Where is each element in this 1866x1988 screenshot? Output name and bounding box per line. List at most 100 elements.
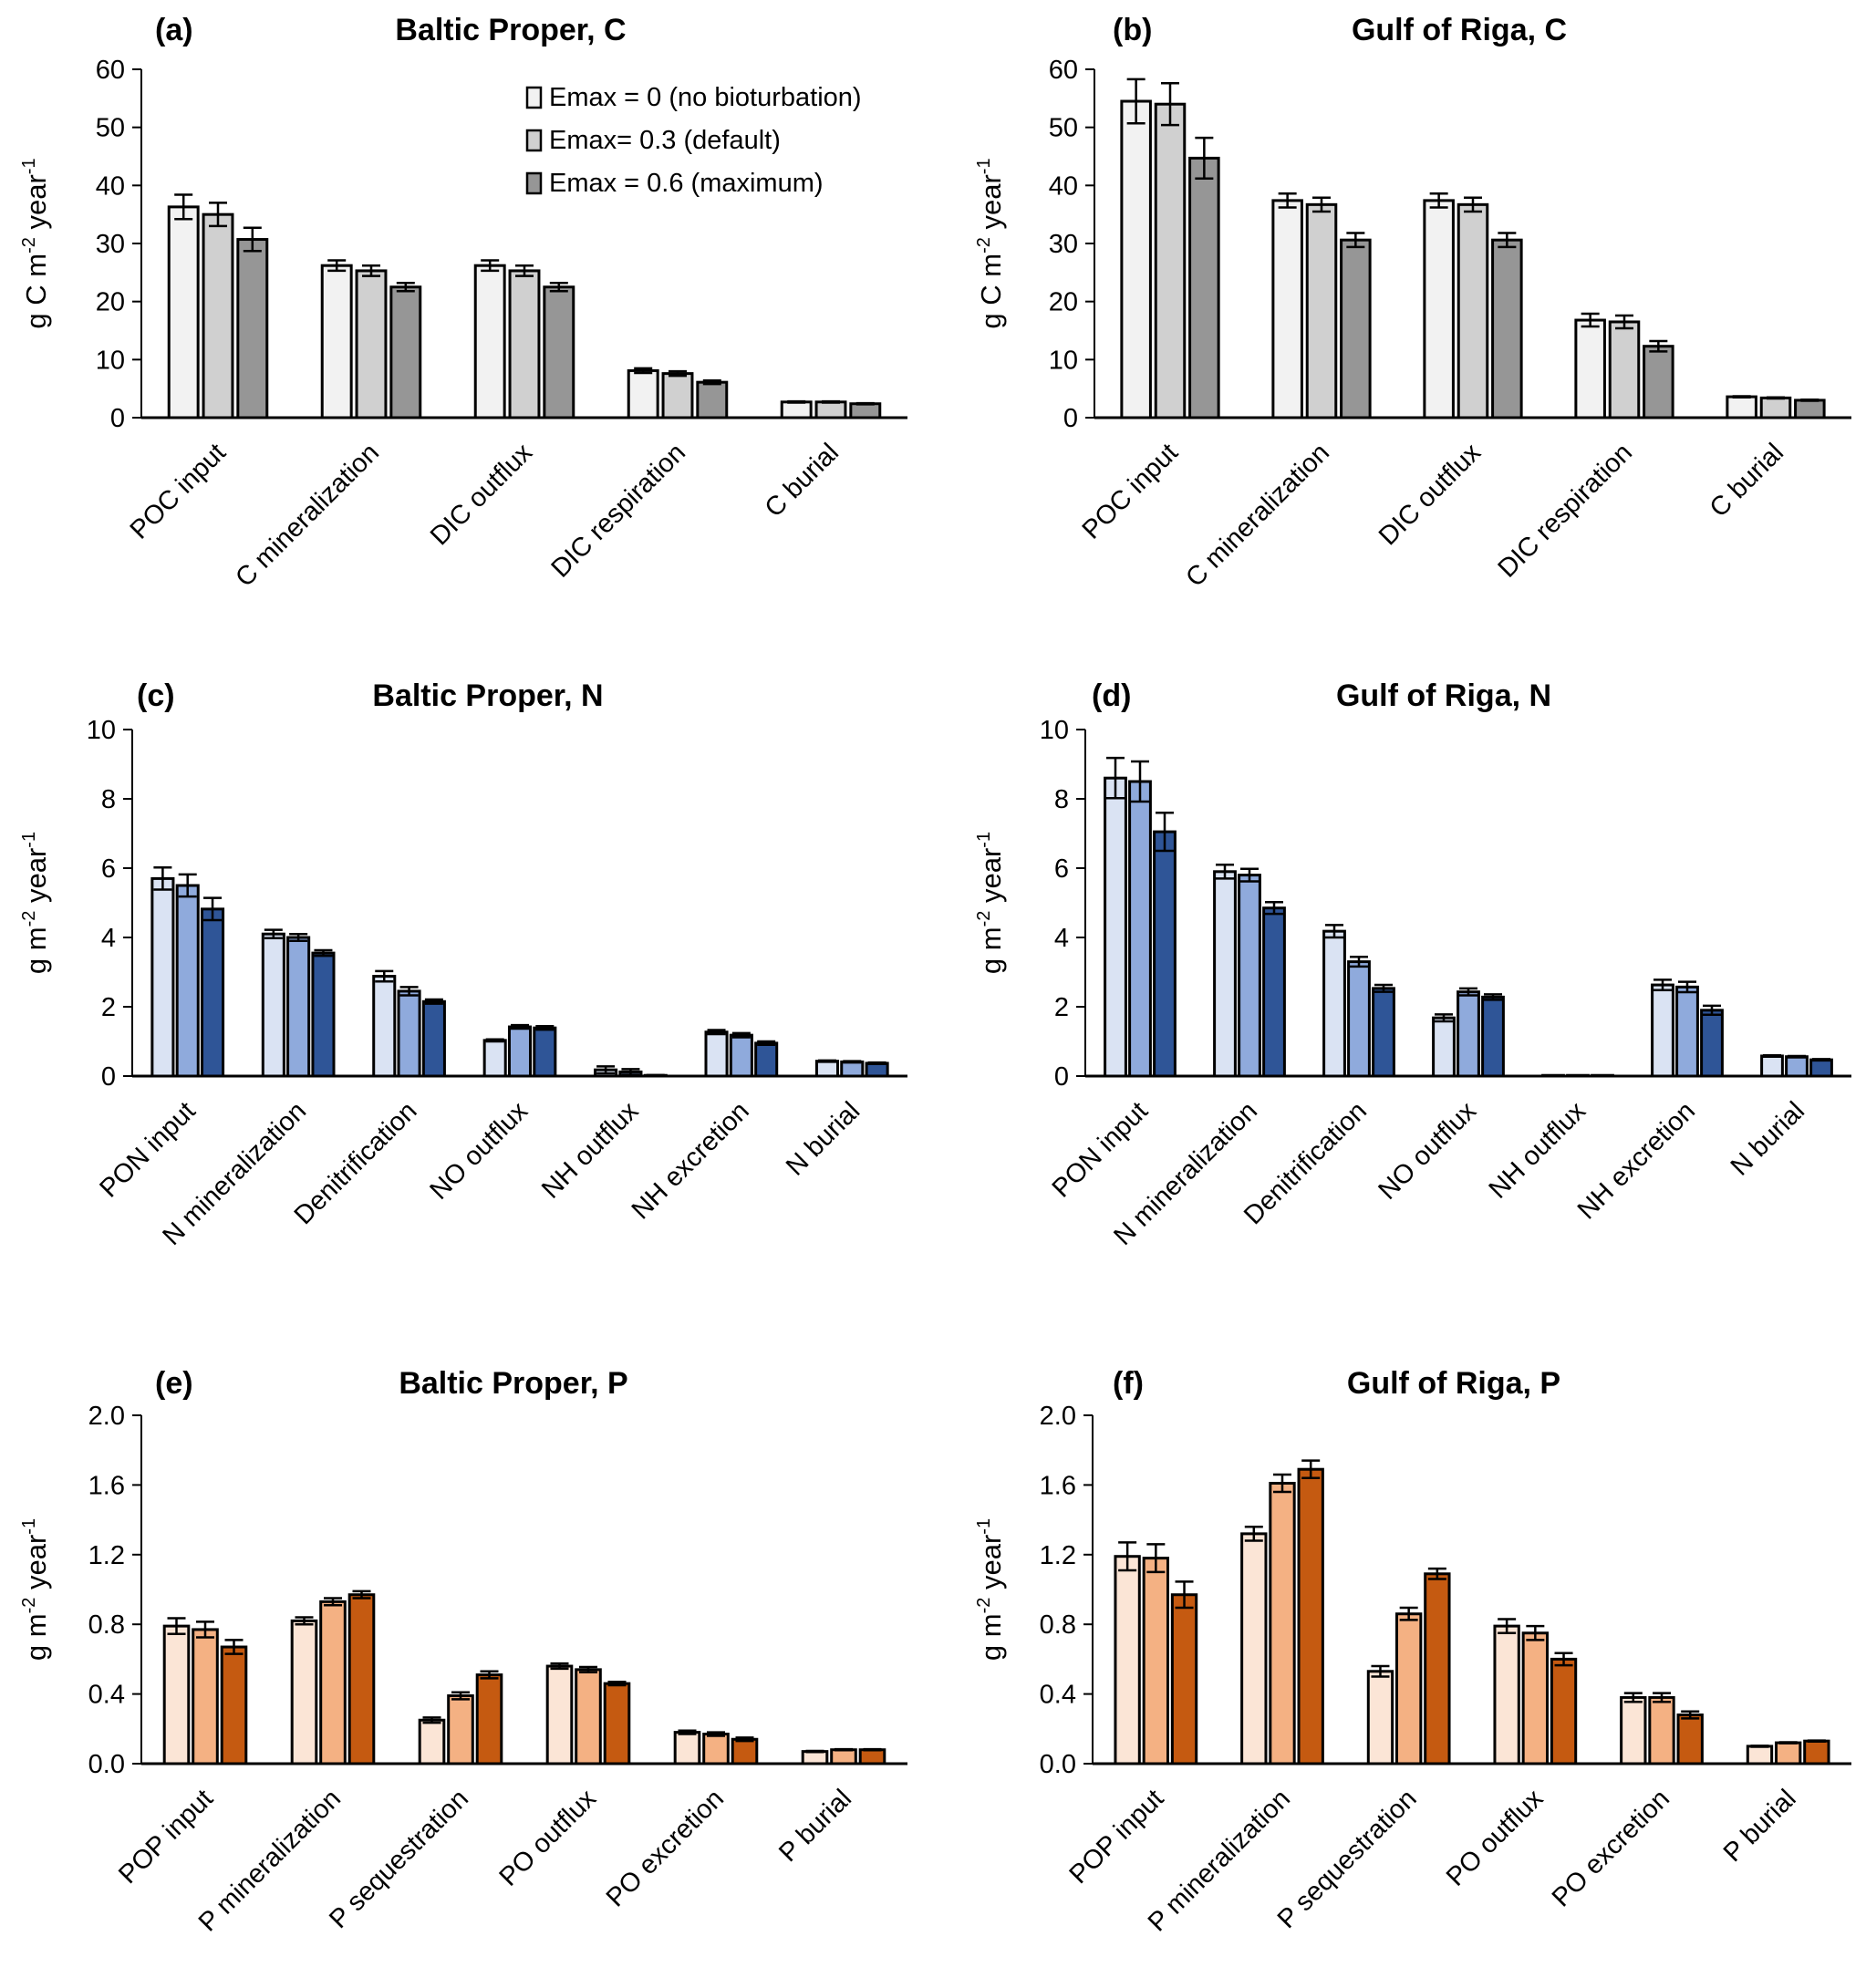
- bar: [1774, 1741, 1802, 1765]
- bar: [673, 1731, 701, 1765]
- bar: [201, 907, 225, 1078]
- panel-label: (c): [137, 678, 175, 713]
- legend-label: Emax= 0.3 (default): [549, 126, 781, 155]
- y-axis-title-mid: year: [20, 174, 52, 237]
- bar: [1759, 396, 1792, 419]
- bar: [1794, 399, 1826, 419]
- y-axis-title-sup: -2: [19, 1598, 39, 1614]
- x-category-label: NH outflux: [536, 1096, 645, 1205]
- y-axis-title-sup: -1: [19, 1518, 39, 1535]
- bar: [421, 999, 446, 1078]
- bar: [1114, 1555, 1141, 1765]
- bar: [814, 1060, 840, 1078]
- x-category-label: PO outflux: [1441, 1784, 1550, 1892]
- bar: [1620, 1695, 1647, 1765]
- bar: [1726, 395, 1757, 419]
- bar: [1305, 202, 1338, 419]
- y-tick-label: 0: [1063, 404, 1078, 433]
- y-tick-label: 10: [96, 346, 125, 375]
- bar: [1550, 1657, 1578, 1765]
- y-axis-title-mid: year: [975, 848, 1007, 911]
- bar: [830, 1748, 857, 1765]
- y-tick-label: 50: [96, 114, 125, 143]
- bar: [704, 1030, 729, 1078]
- y-axis-title-base: g C m: [975, 254, 1007, 329]
- x-category-label: N burial: [1726, 1096, 1810, 1181]
- bar: [175, 884, 200, 1078]
- bar: [397, 989, 421, 1078]
- bar: [1785, 1055, 1809, 1078]
- legend-label: Emax = 0 (no bioturbation): [549, 83, 862, 112]
- y-axis-title: g C m-2 year-1: [974, 158, 1007, 328]
- legend-label: Emax = 0.6 (maximum): [549, 169, 824, 198]
- panel-title: Baltic Proper, P: [399, 1366, 627, 1401]
- x-category-label: P sequestration: [324, 1784, 474, 1934]
- y-tick-label: 10: [1040, 716, 1069, 745]
- y-axis-title-base: g m: [20, 927, 52, 974]
- y-tick-label: 0.8: [1040, 1610, 1076, 1640]
- x-category-label: DIC respiration: [1493, 438, 1638, 583]
- bar: [1128, 780, 1152, 1078]
- panel-label: (b): [1113, 13, 1152, 47]
- x-category-label: PO excretion: [601, 1784, 730, 1912]
- bar: [320, 264, 353, 419]
- bar: [290, 1619, 318, 1765]
- bar: [372, 975, 397, 1078]
- bar: [1142, 1557, 1170, 1765]
- chart-panel-e: (e) Baltic Proper, P 0.0 0.4 0.8 1.2 1.6 2.0 g m…: [19, 1366, 907, 1937]
- bar: [1394, 1612, 1423, 1765]
- bar: [627, 368, 659, 419]
- x-category-label: P burial: [1718, 1784, 1802, 1868]
- bar: [167, 205, 200, 419]
- panel-title: Baltic Proper, N: [372, 678, 603, 713]
- bar: [1608, 320, 1641, 419]
- y-tick-label: 4: [1054, 924, 1069, 953]
- y-tick-label: 0: [1054, 1062, 1069, 1092]
- y-axis-title: g m-2 year-1: [974, 832, 1007, 974]
- bar: [1372, 987, 1395, 1078]
- bar: [1297, 1467, 1324, 1765]
- bar: [1457, 202, 1489, 419]
- bar: [311, 951, 336, 1078]
- y-axis-title: g m-2 year-1: [19, 832, 52, 974]
- y-axis-title-base: g C m: [20, 254, 52, 329]
- bar: [1746, 1745, 1774, 1765]
- chart-panel-b: (b) Gulf of Riga, C 0 10 20 30 40 50 60 g C m-2 y…: [974, 13, 1851, 593]
- y-tick-label: 0.8: [88, 1610, 125, 1640]
- y-tick-label: 8: [1054, 785, 1069, 814]
- bar: [1340, 238, 1372, 419]
- y-tick-label: 40: [1049, 171, 1078, 201]
- bar: [545, 1664, 574, 1765]
- bar: [1651, 983, 1674, 1078]
- x-category-label: POP input: [1064, 1784, 1170, 1890]
- bar: [475, 1673, 503, 1765]
- y-axis-title-sup: -1: [974, 832, 994, 848]
- y-axis-title-sup: -1: [974, 1518, 994, 1535]
- y-tick-label: 40: [96, 171, 125, 201]
- bar: [603, 1682, 631, 1765]
- bar: [482, 1039, 507, 1078]
- y-axis-title-mid: year: [975, 174, 1007, 237]
- x-category-label: DIC outflux: [1374, 438, 1487, 551]
- bar: [1366, 1670, 1394, 1765]
- x-category-label: NO outflux: [1373, 1096, 1482, 1206]
- chart-panel-a: (a) Baltic Proper, C 0 10 20 30 40 50 60 g C m-2 …: [19, 13, 907, 593]
- panel-label: (e): [155, 1366, 193, 1401]
- y-tick-label: 0: [101, 1062, 116, 1092]
- y-tick-label: 60: [1049, 56, 1078, 85]
- legend: Emax = 0 (no bioturbation) Emax= 0.3 (def…: [525, 83, 862, 198]
- bar: [858, 1748, 886, 1765]
- bar: [192, 1628, 219, 1765]
- bar: [696, 380, 729, 419]
- y-axis-title-base: g m: [975, 1613, 1007, 1661]
- bar: [355, 269, 388, 419]
- x-category-label: NH excretion: [627, 1096, 755, 1225]
- y-tick-label: 1.2: [1040, 1541, 1076, 1570]
- x-category-label: C burial: [760, 438, 845, 523]
- y-axis-title-sup: -2: [974, 911, 994, 927]
- x-category-label: NO outflux: [424, 1096, 534, 1206]
- bar: [220, 1645, 248, 1765]
- y-tick-label: 10: [87, 716, 116, 745]
- panel-label: (a): [155, 13, 193, 47]
- bar: [1154, 102, 1187, 419]
